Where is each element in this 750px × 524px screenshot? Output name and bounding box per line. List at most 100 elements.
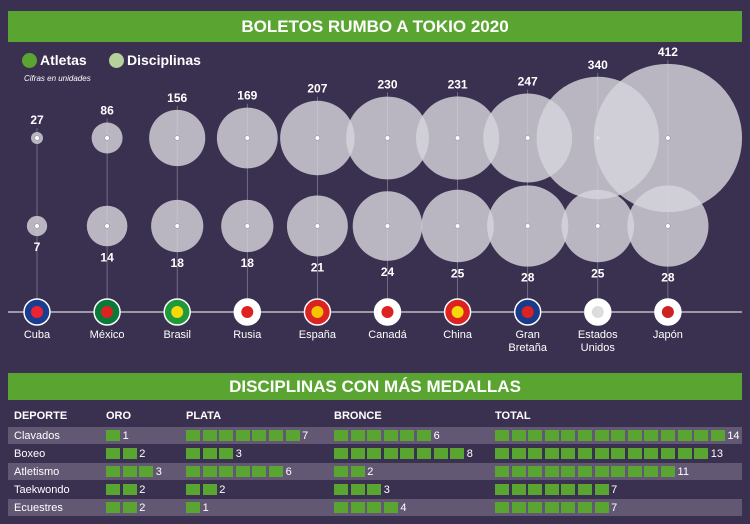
medal-block xyxy=(350,448,365,459)
medal-block xyxy=(544,448,559,459)
medal-block xyxy=(383,502,398,513)
center-dot xyxy=(384,223,391,229)
medal-block xyxy=(577,502,592,513)
medal-cell: 3 xyxy=(186,445,242,462)
medal-block xyxy=(694,430,709,441)
medal-cell: 7 xyxy=(495,481,617,498)
medal-block xyxy=(450,448,465,459)
medal-count: 6 xyxy=(433,429,440,442)
atletas-label: 86 xyxy=(100,104,114,118)
center-dot xyxy=(665,223,671,229)
medal-count: 2 xyxy=(139,501,146,514)
canada-flag-emblem xyxy=(381,306,394,318)
medal-block xyxy=(219,448,234,459)
medal-block xyxy=(367,502,382,513)
medal-block xyxy=(202,448,217,459)
country-label: Gran xyxy=(515,329,539,341)
medal-block xyxy=(495,448,509,459)
center-dot xyxy=(314,223,320,229)
center-dot xyxy=(314,135,320,141)
medal-block xyxy=(235,430,250,441)
center-dot xyxy=(525,135,531,141)
medal-cell: 3 xyxy=(334,481,390,498)
medal-block xyxy=(202,430,217,441)
medal-block xyxy=(594,448,609,459)
medal-block xyxy=(186,430,200,441)
medal-cell: 14 xyxy=(495,427,740,444)
medal-cell: 4 xyxy=(334,499,407,516)
medal-block xyxy=(416,448,431,459)
sport-name: Atletismo xyxy=(14,465,60,478)
medal-cell: 2 xyxy=(334,463,373,480)
medal-block xyxy=(433,448,448,459)
medal-cell: 2 xyxy=(106,499,145,516)
medal-block xyxy=(268,430,283,441)
medal-block xyxy=(334,448,348,459)
medal-count: 6 xyxy=(285,465,292,478)
medal-block xyxy=(268,466,283,477)
medal-block xyxy=(252,466,267,477)
country-label: Brasil xyxy=(163,329,191,341)
medal-block xyxy=(400,430,415,441)
usa-flag-emblem xyxy=(591,306,604,318)
china-flag-emblem xyxy=(451,306,464,318)
medal-block xyxy=(594,430,609,441)
table-title: DISCIPLINAS CON MÁS MEDALLAS xyxy=(8,373,742,400)
medal-block xyxy=(334,502,348,513)
medal-block xyxy=(334,430,348,441)
medal-block xyxy=(202,484,217,495)
atletas-label: 156 xyxy=(167,91,187,105)
medal-block xyxy=(544,430,559,441)
column-header: PLATA xyxy=(186,410,222,422)
atletas-label: 207 xyxy=(307,82,327,96)
country-label: Unidos xyxy=(581,342,616,354)
medal-block xyxy=(367,430,382,441)
disciplinas-label: 18 xyxy=(171,256,185,270)
medal-block xyxy=(106,466,120,477)
medal-block xyxy=(544,466,559,477)
medal-count: 2 xyxy=(139,447,146,460)
country-label: China xyxy=(443,329,473,341)
medal-count: 3 xyxy=(235,447,242,460)
mexico-flag-emblem xyxy=(101,306,114,318)
medal-block xyxy=(594,466,609,477)
legend-label: Atletas xyxy=(40,52,87,68)
atletas-label: 247 xyxy=(518,75,538,89)
medal-count: 7 xyxy=(611,501,618,514)
sport-name: Clavados xyxy=(14,429,60,442)
center-dot xyxy=(384,135,391,141)
medal-cell: 2 xyxy=(106,481,145,498)
medal-block xyxy=(122,502,137,513)
center-dot xyxy=(174,135,180,141)
medal-block xyxy=(495,466,509,477)
medal-block xyxy=(577,466,592,477)
medal-block xyxy=(252,430,267,441)
legend-swatch-disciplinas xyxy=(109,52,124,68)
legend-swatch-atletas xyxy=(22,52,37,68)
medal-block xyxy=(511,502,526,513)
disciplinas-label: 25 xyxy=(451,266,465,280)
center-dot xyxy=(455,135,461,141)
medal-block xyxy=(528,430,543,441)
medal-block xyxy=(594,502,609,513)
medal-cell: 2 xyxy=(186,481,225,498)
medal-block xyxy=(202,466,217,477)
medal-block xyxy=(528,466,543,477)
legend-label: Disciplinas xyxy=(127,52,201,68)
medal-block xyxy=(495,430,509,441)
medal-count: 13 xyxy=(710,447,723,460)
center-dot xyxy=(244,223,250,229)
medal-cell: 2 xyxy=(106,445,145,462)
disciplinas-label: 7 xyxy=(34,240,41,254)
country-label: Bretaña xyxy=(508,342,547,354)
center-dot xyxy=(104,223,110,229)
medal-block xyxy=(544,484,559,495)
medal-block xyxy=(677,430,692,441)
medal-block xyxy=(122,466,137,477)
medal-count: 14 xyxy=(727,429,740,442)
medal-cell: 7 xyxy=(186,427,308,444)
medal-count: 4 xyxy=(400,501,407,514)
medal-block xyxy=(400,448,415,459)
medal-block xyxy=(139,466,154,477)
legend-atletas: Atletas xyxy=(22,52,87,68)
